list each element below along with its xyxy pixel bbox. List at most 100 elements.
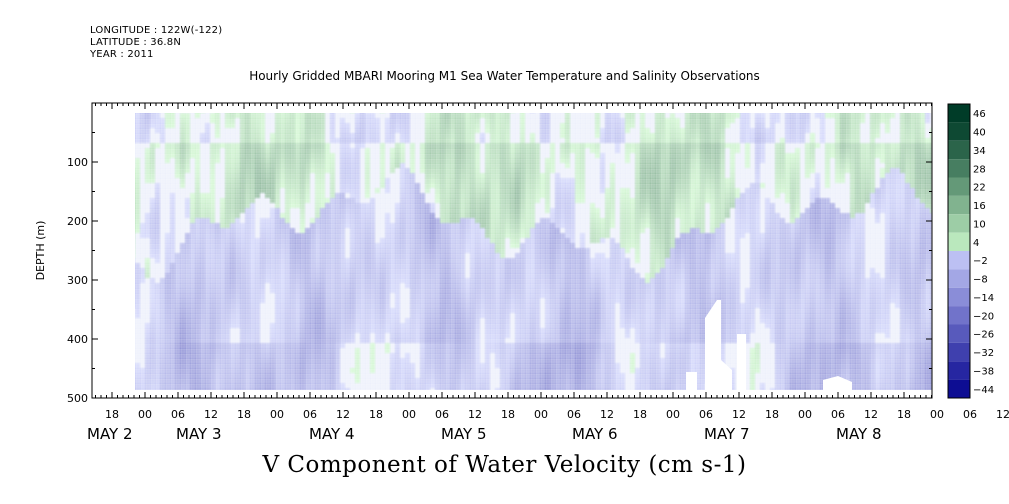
heat-cell bbox=[490, 323, 496, 329]
heat-cell bbox=[245, 173, 251, 179]
heat-cell bbox=[290, 158, 296, 164]
heat-cell bbox=[365, 208, 371, 214]
heat-cell bbox=[485, 378, 491, 384]
heat-cell bbox=[335, 158, 341, 164]
heat-cell bbox=[360, 213, 366, 219]
heat-cell bbox=[320, 188, 326, 194]
heat-cell bbox=[240, 218, 246, 224]
heat-cell bbox=[540, 303, 546, 309]
heat-cell bbox=[390, 263, 396, 269]
heat-cell bbox=[375, 143, 381, 149]
heat-cell bbox=[495, 173, 501, 179]
heat-cell bbox=[180, 293, 186, 299]
heat-cell bbox=[285, 383, 291, 389]
heat-cell bbox=[530, 248, 536, 254]
heat-cell bbox=[455, 288, 461, 294]
heat-cell bbox=[340, 308, 346, 314]
heat-cell bbox=[545, 128, 551, 134]
heat-cell bbox=[410, 318, 416, 324]
heat-cell bbox=[420, 348, 426, 354]
heat-cell bbox=[540, 298, 546, 304]
heat-cell bbox=[440, 158, 446, 164]
heat-cell bbox=[360, 298, 366, 304]
heat-cell bbox=[365, 223, 371, 229]
heat-cell bbox=[345, 373, 351, 379]
heat-cell bbox=[540, 218, 546, 224]
heat-cell bbox=[135, 213, 136, 219]
heat-cell bbox=[515, 303, 521, 309]
heat-cell bbox=[505, 218, 511, 224]
heat-cell bbox=[475, 248, 481, 254]
heat-cell bbox=[345, 253, 351, 259]
heat-cell bbox=[220, 333, 226, 339]
heat-cell bbox=[220, 168, 226, 174]
heat-cell bbox=[155, 248, 161, 254]
heat-cell bbox=[170, 143, 176, 149]
heat-cell bbox=[330, 143, 336, 149]
heat-cell bbox=[230, 128, 236, 134]
heat-cell bbox=[225, 243, 231, 249]
heat-cell bbox=[475, 273, 481, 279]
heat-cell bbox=[275, 113, 281, 114]
heat-cell bbox=[345, 258, 351, 264]
heat-cell bbox=[445, 248, 451, 254]
heat-cell bbox=[505, 308, 511, 314]
heat-cell bbox=[175, 313, 181, 319]
heat-cell bbox=[535, 173, 541, 179]
heat-cell bbox=[280, 373, 286, 379]
heat-cell bbox=[440, 213, 446, 219]
heat-cell bbox=[465, 303, 471, 309]
heat-cell bbox=[350, 268, 356, 274]
heat-cell bbox=[220, 123, 226, 129]
heat-cell bbox=[495, 388, 501, 390]
heat-cell bbox=[545, 113, 551, 114]
heat-cell bbox=[445, 263, 451, 269]
heat-cell bbox=[135, 183, 136, 189]
heat-cell bbox=[235, 333, 241, 339]
heat-cell bbox=[540, 253, 546, 259]
heat-cell bbox=[555, 253, 561, 259]
heat-cell bbox=[275, 138, 281, 144]
heat-cell bbox=[315, 113, 321, 119]
heat-cell bbox=[135, 378, 136, 384]
heat-cell bbox=[485, 338, 491, 344]
heat-cell bbox=[300, 203, 306, 209]
heat-cell bbox=[355, 113, 361, 119]
heat-cell bbox=[495, 193, 501, 199]
heat-cell bbox=[540, 238, 546, 244]
heat-cell bbox=[205, 208, 211, 214]
heat-cell bbox=[285, 243, 291, 249]
heat-cell bbox=[190, 298, 196, 304]
heat-cell bbox=[545, 258, 551, 264]
heat-cell bbox=[545, 278, 551, 284]
heat-cell bbox=[235, 143, 241, 149]
heat-cell bbox=[405, 373, 411, 379]
heat-cell bbox=[210, 353, 216, 359]
heat-cell bbox=[520, 378, 526, 384]
heat-cell bbox=[550, 203, 556, 209]
heat-cell bbox=[365, 163, 371, 169]
heat-cell bbox=[215, 178, 221, 184]
heat-cell bbox=[515, 298, 521, 304]
heat-cell bbox=[395, 328, 401, 334]
heat-cell bbox=[430, 118, 436, 124]
heat-cell bbox=[390, 128, 396, 134]
heat-cell bbox=[540, 388, 546, 390]
heat-cell bbox=[310, 373, 316, 379]
heat-cell bbox=[175, 133, 181, 139]
heat-cell bbox=[410, 303, 416, 309]
heat-cell bbox=[400, 318, 406, 324]
heat-cell bbox=[275, 178, 281, 184]
heat-cell bbox=[145, 183, 151, 189]
heat-cell bbox=[270, 318, 276, 324]
heat-cell bbox=[195, 113, 201, 119]
heat-cell bbox=[320, 253, 326, 259]
heat-cell bbox=[455, 133, 461, 139]
heat-cell bbox=[315, 318, 321, 324]
heat-cell bbox=[245, 283, 251, 289]
heat-cell bbox=[285, 183, 291, 189]
heat-cell bbox=[155, 353, 161, 359]
heat-cell bbox=[515, 188, 521, 194]
heat-cell bbox=[345, 228, 351, 234]
heat-cell bbox=[470, 153, 476, 159]
